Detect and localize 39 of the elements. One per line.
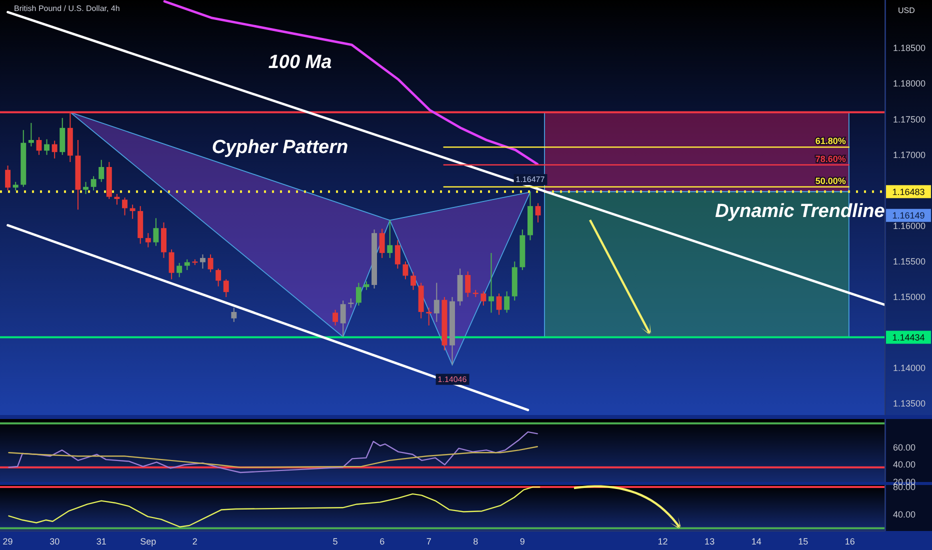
- text: British Pound / U.S. Dollar, 4h: [14, 4, 120, 13]
- series-label: 78.60%: [815, 154, 846, 164]
- annotation: 1.16477: [516, 175, 546, 184]
- ref-line-label: 1.16483: [892, 186, 925, 197]
- x-tick-label: 5: [332, 536, 338, 546]
- text: 1.16149: [892, 210, 925, 221]
- x-tick-label: 29: [2, 536, 13, 546]
- y-tick-label: 1.16000: [893, 220, 926, 231]
- x-tick-label: 6: [380, 536, 385, 546]
- x-tick-label: 7: [426, 536, 432, 546]
- x-tick-label: 2: [192, 536, 198, 546]
- y-tick-label: 40.00: [893, 509, 916, 520]
- series-label: 50.00%: [815, 176, 846, 186]
- y-tick-label: 1.18500: [893, 43, 926, 54]
- annotation: 1.14046: [438, 374, 468, 384]
- series-label: 61.80%: [815, 136, 846, 146]
- x-tick-label: 30: [50, 536, 60, 546]
- y-tick-label: 1.15500: [893, 256, 926, 266]
- ref-line-label: 1.14434: [892, 332, 925, 342]
- y-tick-label: 1.15000: [893, 292, 926, 302]
- y-tick-label: 1.13500: [893, 398, 926, 409]
- y-tick-label: 1.17500: [893, 114, 926, 124]
- x-tick-label: Sep: [140, 536, 156, 546]
- annotation: 100 Ma: [268, 52, 332, 73]
- x-tick-label: 31: [96, 536, 106, 546]
- x-tick-label: 15: [798, 536, 808, 546]
- x-tick-label: 13: [704, 536, 715, 546]
- y-tick-label: 1.14000: [893, 362, 926, 373]
- annotation: Cypher Pattern: [212, 137, 348, 158]
- y-axis-title: USD: [898, 6, 916, 15]
- y-tick-label: 1.17000: [893, 150, 926, 160]
- y-tick-label: 1.18000: [893, 78, 926, 89]
- x-tick-label: 14: [751, 536, 762, 546]
- x-tick-label: 9: [520, 536, 525, 546]
- x-tick-label: 16: [844, 536, 855, 546]
- x-tick-label: 12: [658, 536, 668, 546]
- x-tick-label: 8: [473, 536, 478, 546]
- y-tick-label: 40.00: [893, 460, 916, 470]
- y-tick-label: 60.00: [893, 442, 916, 452]
